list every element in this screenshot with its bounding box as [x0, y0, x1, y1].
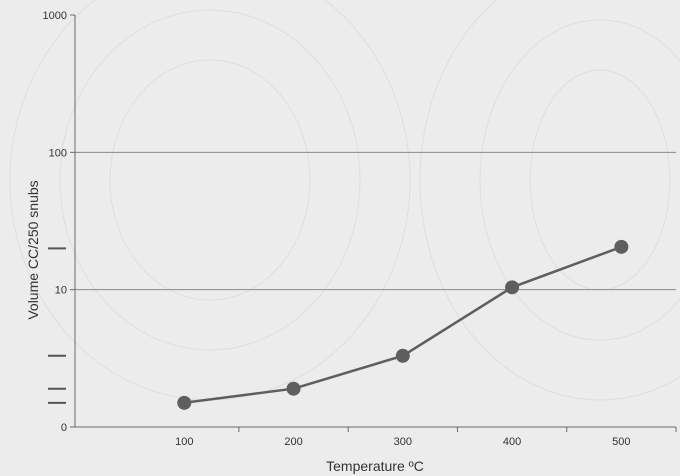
x-axis-ticks: 100 200 300 400 500 [175, 427, 677, 448]
x-tick-label: 300 [394, 436, 412, 448]
bg-ring [479, 19, 680, 341]
bg-ring [419, 0, 680, 401]
y-tick-label: 1000 [43, 10, 67, 22]
data-point [395, 348, 410, 363]
series [177, 239, 629, 410]
y-axis-ticks: 0 10 100 1000 [43, 10, 75, 434]
y-tick-label: 100 [49, 147, 67, 159]
bg-ring [109, 59, 311, 301]
data-point [286, 381, 301, 396]
x-tick-label: 400 [503, 436, 521, 448]
x-tick-label: 200 [284, 436, 302, 448]
x-tick-label: 500 [612, 436, 630, 448]
grid [75, 151, 676, 291]
bg-ring [59, 9, 361, 351]
data-point [505, 280, 520, 295]
data-point [177, 395, 192, 410]
y-tick-label: 10 [55, 285, 67, 297]
data-point [614, 239, 629, 254]
axes [74, 15, 676, 428]
x-tick-label: 100 [175, 436, 193, 448]
y-axis-title: Volume CC/250 snubs [25, 180, 41, 319]
y-tick-label: 0 [61, 422, 67, 434]
x-axis-title: Temperature ºC [326, 458, 424, 474]
